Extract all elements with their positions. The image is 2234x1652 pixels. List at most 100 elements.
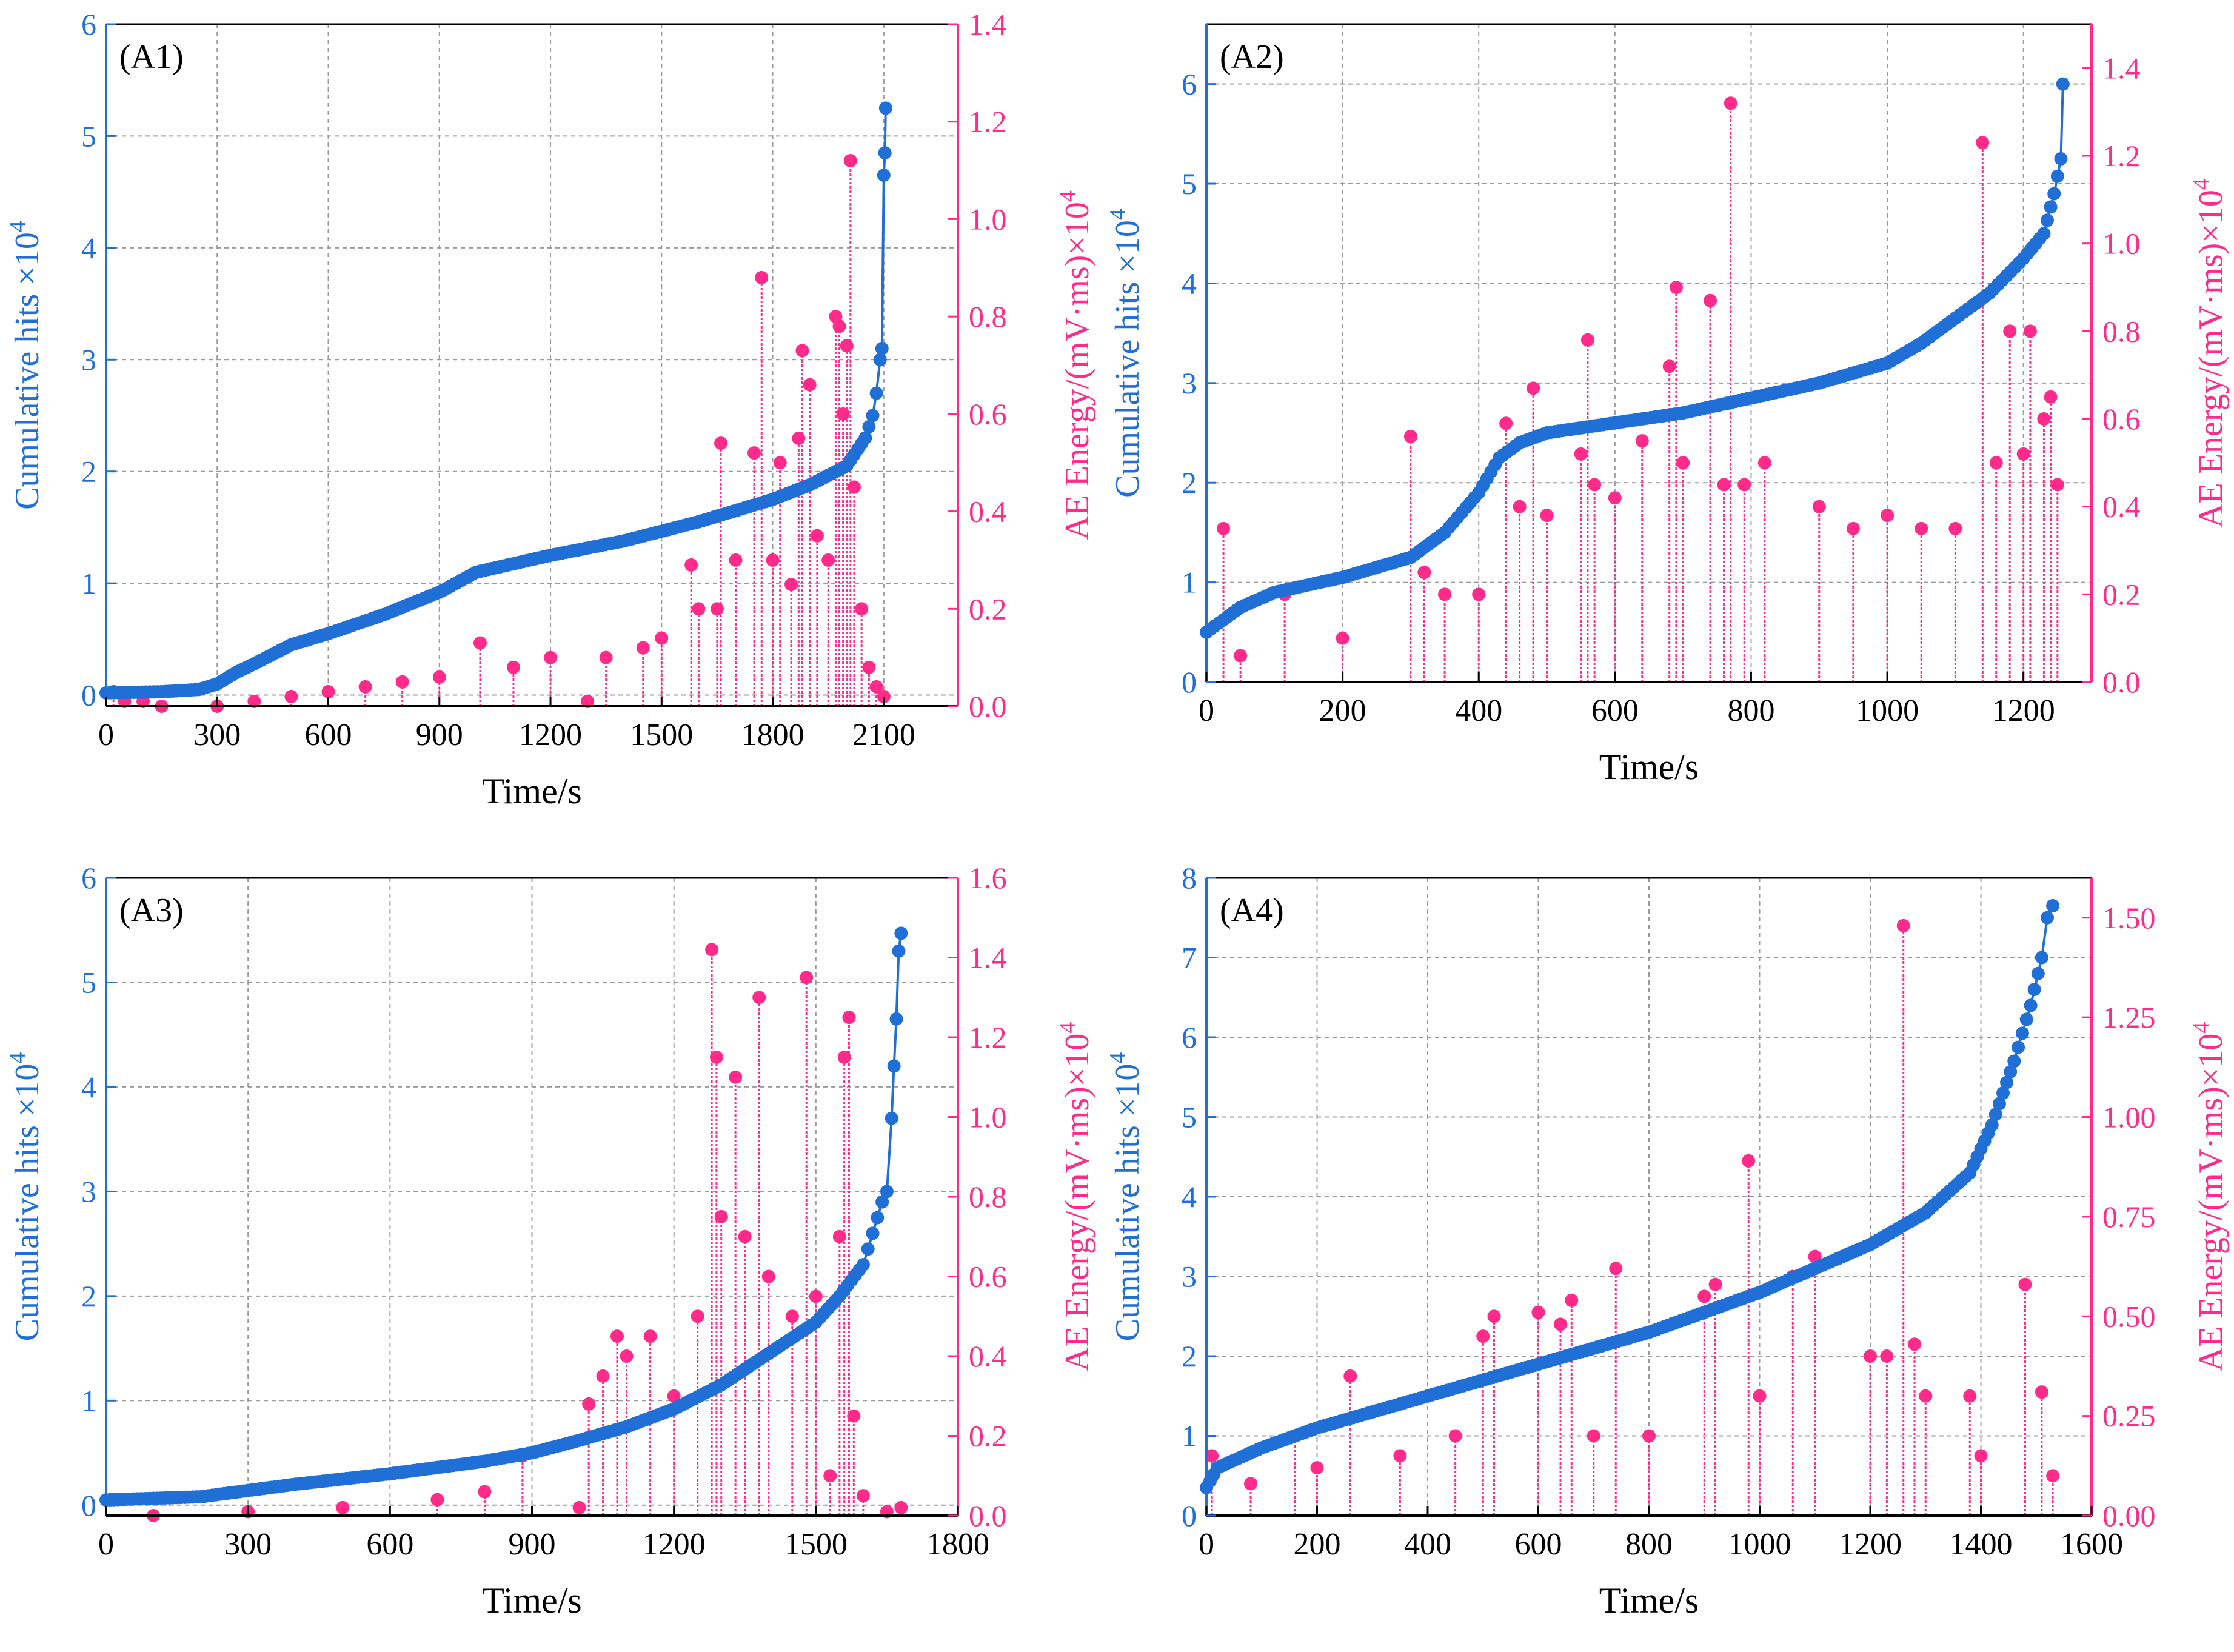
hits-point xyxy=(892,944,906,958)
energy-point xyxy=(1417,566,1431,580)
right-tick-label: 0.25 xyxy=(2102,1399,2156,1433)
energy-point xyxy=(581,694,595,708)
energy-point xyxy=(1808,1249,1822,1263)
x-axis-label: Time/s xyxy=(1599,1580,1699,1620)
energy-point xyxy=(691,1309,704,1323)
energy-point xyxy=(894,1500,908,1514)
hits-point xyxy=(877,168,891,182)
hits-point xyxy=(866,1226,880,1240)
hits-series xyxy=(1200,899,2060,1494)
energy-point xyxy=(1697,1289,1711,1303)
right-axis-label-exponent: 4 xyxy=(1055,1022,1080,1034)
hits-point xyxy=(878,146,892,160)
left-tick-label: 2 xyxy=(81,1279,96,1313)
hits-point xyxy=(2041,213,2054,227)
right-axis-label: AE Energy/(mV·ms)×104 xyxy=(2189,178,2230,528)
energy-point xyxy=(803,378,817,392)
energy-point xyxy=(1753,1389,1767,1403)
right-tick-label: 0.2 xyxy=(969,1419,1007,1453)
energy-point xyxy=(847,480,861,494)
right-tick-label: 1.2 xyxy=(969,1020,1007,1054)
energy-point xyxy=(1708,1277,1722,1291)
right-tick-label: 1.2 xyxy=(2102,139,2141,173)
right-tick-label: 1.2 xyxy=(969,105,1007,139)
grid xyxy=(106,24,958,706)
hits-point xyxy=(2015,1026,2029,1040)
energy-point xyxy=(321,684,335,698)
energy-point xyxy=(1662,359,1676,373)
right-tick-label: 0.4 xyxy=(969,1339,1007,1373)
right-axis-label: AE Energy/(mV·ms)×104 xyxy=(2189,1022,2230,1372)
energy-point xyxy=(1574,447,1588,461)
energy-point xyxy=(1919,1389,1933,1403)
x-tick-label: 0 xyxy=(1199,694,1214,728)
energy-point xyxy=(840,339,854,353)
x-tick-label: 1000 xyxy=(1856,694,1919,728)
energy-point xyxy=(761,1269,775,1283)
energy-point xyxy=(705,943,719,957)
hits-point xyxy=(875,341,889,355)
energy-point xyxy=(544,650,558,664)
energy-point xyxy=(843,154,857,167)
hits-point xyxy=(2037,227,2051,241)
hits-point xyxy=(2044,200,2058,214)
x-tick-label: 1000 xyxy=(1728,1527,1791,1562)
energy-point xyxy=(478,1485,492,1499)
left-tick-label: 5 xyxy=(81,119,96,153)
left-tick-label: 3 xyxy=(1182,366,1197,400)
energy-point xyxy=(1976,136,1990,150)
left-tick-label: 6 xyxy=(81,7,96,41)
energy-point xyxy=(1244,1477,1257,1491)
x-tick-label: 1800 xyxy=(926,1527,989,1562)
energy-point xyxy=(809,1289,823,1303)
left-tick-label: 2 xyxy=(81,455,96,489)
hits-point xyxy=(875,1195,889,1209)
right-tick-label: 0.8 xyxy=(2102,314,2141,348)
left-tick-label: 3 xyxy=(81,1174,96,1208)
hits-point xyxy=(858,431,872,445)
left-tick-label: 5 xyxy=(1182,1100,1197,1134)
energy-point xyxy=(1676,456,1690,470)
hits-point xyxy=(2056,77,2070,91)
hits-point xyxy=(1996,1086,2010,1100)
energy-point xyxy=(855,602,869,616)
energy-point xyxy=(862,660,876,674)
energy-point xyxy=(1948,521,1962,535)
energy-point xyxy=(1587,1429,1600,1443)
x-tick-label: 600 xyxy=(305,718,352,752)
energy-point xyxy=(1393,1449,1407,1463)
left-axis-label-text: Cumulative hits ×10 xyxy=(8,232,46,510)
x-tick-label: 1200 xyxy=(519,718,582,752)
energy-point xyxy=(1963,1389,1977,1403)
hits-point xyxy=(862,420,876,433)
energy-point xyxy=(729,1070,743,1084)
energy-point xyxy=(2050,478,2064,492)
x-tick-label: 200 xyxy=(1319,694,1366,728)
energy-point xyxy=(358,680,372,694)
right-tick-label: 0.2 xyxy=(2102,577,2141,611)
x-tick-label: 1200 xyxy=(1992,694,2055,728)
energy-point xyxy=(1908,1337,1921,1351)
hits-point xyxy=(878,101,892,115)
right-tick-label: 0.4 xyxy=(969,495,1007,529)
energy-point xyxy=(795,344,809,358)
left-axis-label-exponent: 4 xyxy=(1105,209,1131,220)
left-tick-label: 1 xyxy=(81,1383,96,1417)
right-axis-label-text: AE Energy/(mV·ms)×10 xyxy=(1058,1034,1096,1372)
left-tick-label: 4 xyxy=(1182,1180,1197,1214)
energy-point xyxy=(766,553,780,567)
energy-point xyxy=(842,1011,856,1025)
energy-point xyxy=(877,689,891,703)
energy-point xyxy=(1880,1349,1894,1363)
energy-point xyxy=(336,1500,350,1514)
energy-point xyxy=(1609,1262,1623,1276)
hits-point xyxy=(2047,187,2061,201)
energy-point xyxy=(1896,918,1910,932)
right-axis-label: AE Energy/(mV·ms)×104 xyxy=(1055,190,1096,540)
right-axis-label-text: AE Energy/(mV·ms)×10 xyxy=(2192,190,2230,528)
panel-label: (A3) xyxy=(119,892,184,929)
energy-point xyxy=(2046,1469,2060,1483)
energy-point xyxy=(1635,434,1649,448)
right-tick-label: 1.25 xyxy=(2102,1000,2156,1034)
